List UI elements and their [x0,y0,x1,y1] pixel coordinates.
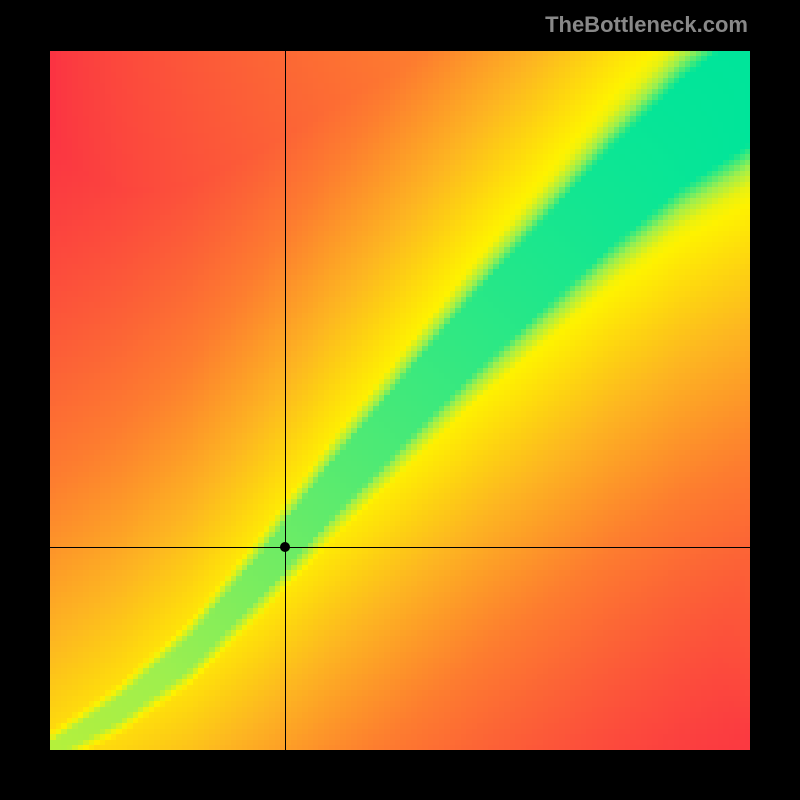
crosshair-vertical [285,50,286,750]
watermark-text: TheBottleneck.com [545,12,748,38]
plot-area [50,50,750,750]
heatmap-canvas [50,50,750,750]
marker-dot [280,542,290,552]
crosshair-horizontal [50,547,750,548]
